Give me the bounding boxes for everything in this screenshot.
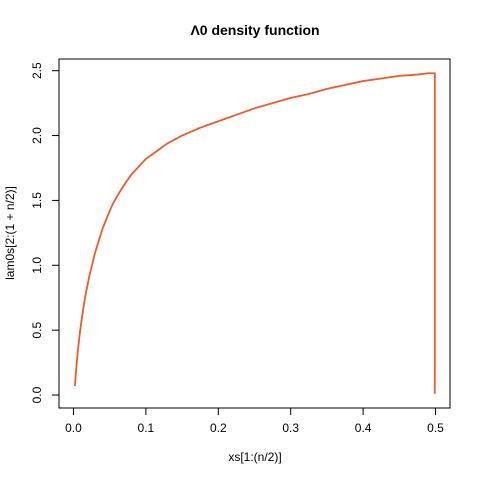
y-tick-label: 0.5: [30, 321, 44, 338]
x-axis-label: xs[1:(n/2)]: [228, 450, 281, 464]
x-tick-label: 0.2: [210, 421, 227, 435]
x-axis: 0.0 0.1 0.2 0.3 0.4 0.5: [65, 407, 444, 435]
x-tick-label: 0.0: [65, 421, 82, 435]
chart-title: Λ0 density function: [190, 22, 319, 38]
y-axis-label: lam0s[2:(1 + n/2)]: [3, 186, 17, 280]
x-tick-label: 0.3: [282, 421, 299, 435]
y-tick-label: 1.0: [30, 257, 44, 274]
y-axis: 0.0 0.5 1.0 1.5 2.0 2.5: [30, 62, 60, 403]
y-tick-label: 2.5: [30, 62, 44, 79]
x-tick-label: 0.1: [138, 421, 155, 435]
plot-box: [58, 58, 451, 409]
series-line: [74, 72, 436, 394]
y-tick-label: 2.0: [30, 127, 44, 144]
y-tick-label: 0.0: [30, 386, 44, 403]
x-tick-label: 0.4: [355, 421, 372, 435]
y-tick-label: 1.5: [30, 192, 44, 209]
x-tick-label: 0.5: [427, 421, 444, 435]
